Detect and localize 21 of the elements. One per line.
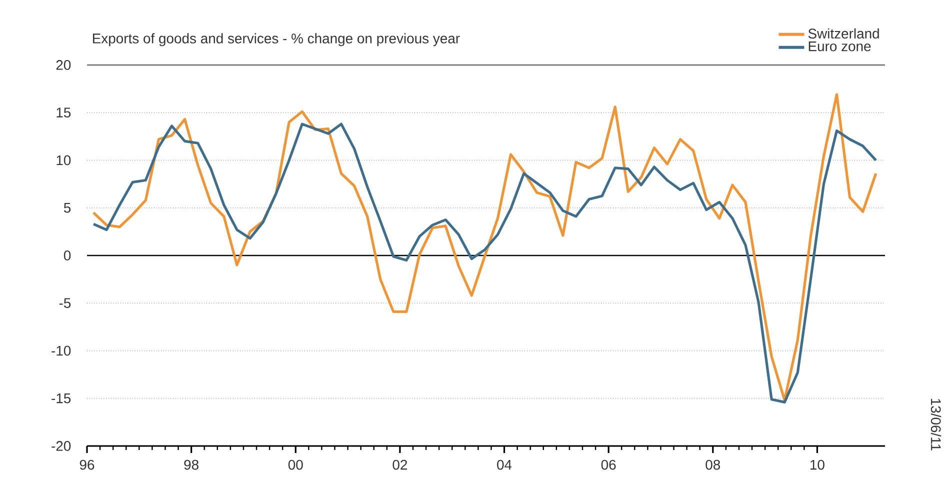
y-tick-label: 20 xyxy=(56,60,71,70)
text: 13/06/11 xyxy=(930,398,942,450)
x-tick-label: 04 xyxy=(497,460,512,470)
x-tick-label: 10 xyxy=(810,460,824,470)
legend-label: Euro zone xyxy=(808,42,871,52)
legend-label: Switzerland xyxy=(808,28,879,39)
y-tick-label: 5 xyxy=(64,203,71,213)
x-tick-label: 00 xyxy=(288,460,303,470)
y-tick-label: -5 xyxy=(59,298,71,308)
y-tick-label: -15 xyxy=(52,394,71,404)
y-tick-label: 0 xyxy=(64,250,71,260)
y-tick-label: -10 xyxy=(52,346,71,356)
x-tick-label: 02 xyxy=(392,460,408,470)
x-tick-label: 98 xyxy=(184,460,198,470)
x-tick-label: 06 xyxy=(601,460,616,470)
y-tick-label: 15 xyxy=(56,108,71,118)
x-tick-label: 08 xyxy=(706,460,720,470)
chart-title: Exports of goods and services - % change on previous year xyxy=(92,33,460,46)
x-tick-label: 96 xyxy=(80,460,94,470)
y-tick-label: -20 xyxy=(52,441,71,451)
y-tick-label: 10 xyxy=(56,155,71,166)
